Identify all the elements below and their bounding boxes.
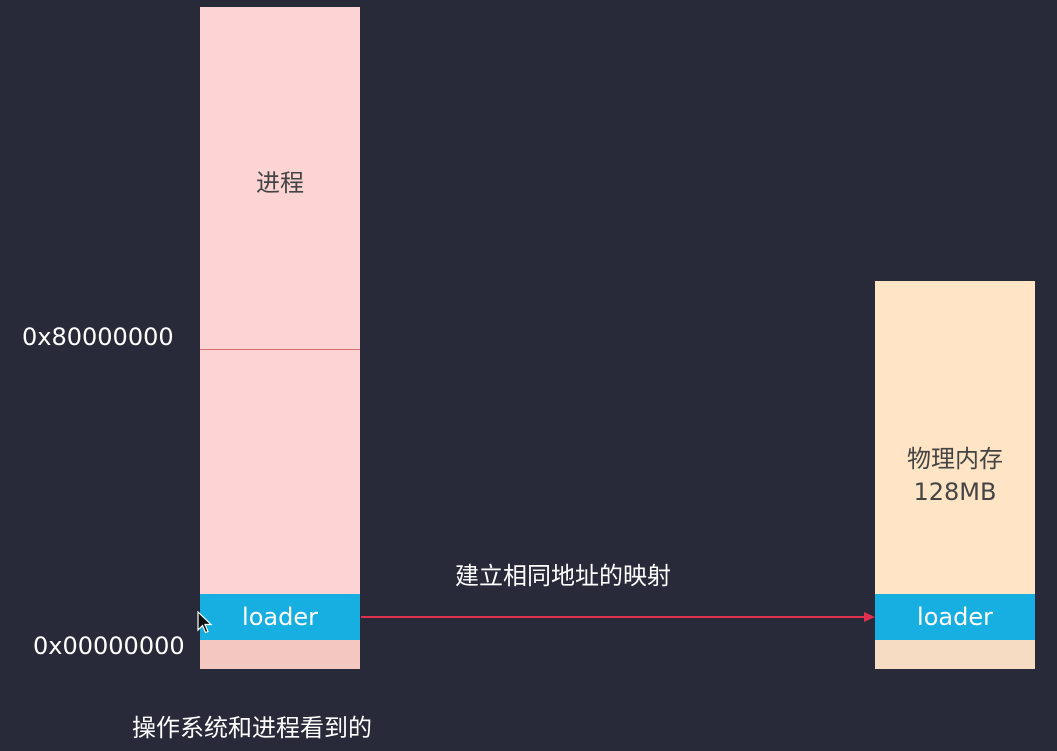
virtual-low-region — [200, 640, 360, 669]
mouse-pointer-icon — [197, 611, 213, 634]
physical-memory: 物理内存 128MB loader — [875, 281, 1035, 669]
mapping-label: 建立相同地址的映射 — [455, 562, 671, 590]
virtual-address-space: 进程 loader — [200, 7, 360, 669]
physical-memory-label: 物理内存 128MB — [875, 443, 1035, 509]
physical-memory-title: 物理内存 — [907, 445, 1003, 473]
address-divider-line — [200, 349, 360, 350]
physical-memory-size: 128MB — [913, 478, 997, 506]
high-address-label: 0x80000000 — [22, 323, 174, 351]
diagram-caption: 操作系统和进程看到的 — [132, 714, 372, 742]
process-region-label: 进程 — [256, 169, 304, 197]
virtual-loader-block: loader — [200, 594, 360, 640]
physical-low-region — [875, 640, 1035, 669]
low-address-label: 0x00000000 — [33, 632, 185, 660]
physical-loader-block: loader — [875, 594, 1035, 640]
